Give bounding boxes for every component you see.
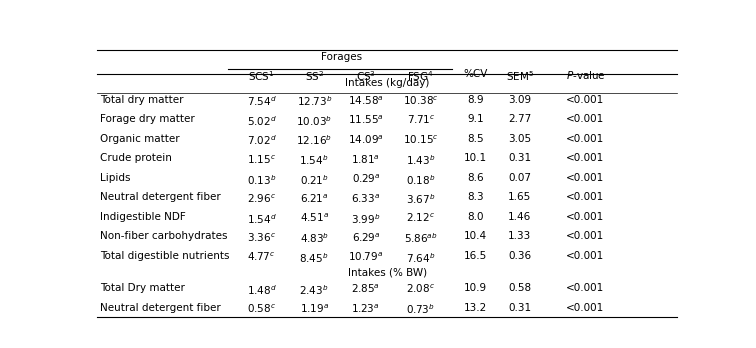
Text: Total dry matter: Total dry matter [101, 95, 184, 104]
Text: 8.5: 8.5 [467, 134, 484, 144]
Text: 9.1: 9.1 [467, 114, 484, 124]
Text: 6.33$^a$: 6.33$^a$ [352, 192, 380, 205]
Text: Intakes (% BW): Intakes (% BW) [348, 267, 427, 277]
Text: <0.001: <0.001 [566, 303, 605, 313]
Text: 2.85$^a$: 2.85$^a$ [352, 283, 380, 295]
Text: 2.08$^c$: 2.08$^c$ [406, 283, 435, 295]
Text: 13.2: 13.2 [463, 303, 487, 313]
Text: 0.31: 0.31 [508, 153, 531, 163]
Text: 3.09: 3.09 [508, 95, 531, 104]
Text: 4.77$^c$: 4.77$^c$ [247, 251, 276, 263]
Text: 0.58$^c$: 0.58$^c$ [247, 303, 276, 315]
Text: <0.001: <0.001 [566, 251, 605, 261]
Text: Non-fiber carbohydrates: Non-fiber carbohydrates [101, 231, 228, 242]
Text: 4.51$^a$: 4.51$^a$ [299, 212, 329, 224]
Text: SCS$^1$: SCS$^1$ [248, 69, 274, 83]
Text: 7.02$^d$: 7.02$^d$ [246, 134, 277, 148]
Text: 16.5: 16.5 [463, 251, 487, 261]
Text: Neutral detergent fiber: Neutral detergent fiber [101, 192, 221, 202]
Text: Total Dry matter: Total Dry matter [101, 283, 185, 293]
Text: 1.46: 1.46 [508, 212, 531, 222]
Text: Crude protein: Crude protein [101, 153, 172, 163]
Text: 2.43$^b$: 2.43$^b$ [299, 283, 329, 297]
Text: $P$-value: $P$-value [565, 69, 606, 81]
Text: <0.001: <0.001 [566, 114, 605, 124]
Text: 0.73$^b$: 0.73$^b$ [407, 303, 435, 316]
Text: 1.48$^d$: 1.48$^d$ [246, 283, 277, 297]
Text: 10.4: 10.4 [463, 231, 487, 242]
Text: 7.64$^b$: 7.64$^b$ [406, 251, 435, 265]
Text: 10.03$^b$: 10.03$^b$ [296, 114, 332, 128]
Text: 2.12$^c$: 2.12$^c$ [406, 212, 435, 224]
Text: 5.02$^d$: 5.02$^d$ [246, 114, 277, 128]
Text: 3.99$^b$: 3.99$^b$ [351, 212, 380, 226]
Text: 3.36$^c$: 3.36$^c$ [247, 231, 276, 244]
Text: <0.001: <0.001 [566, 95, 605, 104]
Text: 1.81$^a$: 1.81$^a$ [352, 153, 380, 166]
Text: 0.31: 0.31 [508, 303, 531, 313]
Text: 10.1: 10.1 [463, 153, 487, 163]
Text: Lipids: Lipids [101, 173, 131, 183]
Text: 1.54$^b$: 1.54$^b$ [299, 153, 329, 167]
Text: 3.67$^b$: 3.67$^b$ [406, 192, 435, 206]
Text: 6.21$^a$: 6.21$^a$ [300, 192, 329, 205]
Text: 8.9: 8.9 [467, 95, 484, 104]
Text: 7.71$^c$: 7.71$^c$ [407, 114, 435, 126]
Text: 3.05: 3.05 [508, 134, 531, 144]
Text: 1.33: 1.33 [508, 231, 531, 242]
Text: 10.79$^a$: 10.79$^a$ [349, 251, 383, 263]
Text: 8.0: 8.0 [467, 212, 484, 222]
Text: SEM$^5$: SEM$^5$ [506, 69, 534, 83]
Text: Indigestible NDF: Indigestible NDF [101, 212, 186, 222]
Text: SS$^2$: SS$^2$ [305, 69, 324, 83]
Text: Forages: Forages [321, 52, 361, 62]
Text: 10.9: 10.9 [463, 283, 487, 293]
Text: 10.15$^c$: 10.15$^c$ [403, 134, 438, 146]
Text: 14.58$^a$: 14.58$^a$ [348, 95, 383, 107]
Text: 1.54$^d$: 1.54$^d$ [246, 212, 277, 226]
Text: 1.65: 1.65 [508, 192, 531, 202]
Text: 0.21$^b$: 0.21$^b$ [300, 173, 329, 187]
Text: 5.86$^{ab}$: 5.86$^{ab}$ [404, 231, 438, 245]
Text: <0.001: <0.001 [566, 192, 605, 202]
Text: <0.001: <0.001 [566, 212, 605, 222]
Text: 6.29$^a$: 6.29$^a$ [352, 231, 380, 244]
Text: 0.36: 0.36 [508, 251, 531, 261]
Text: 10.38$^c$: 10.38$^c$ [403, 95, 438, 107]
Text: %CV: %CV [463, 69, 488, 79]
Text: Organic matter: Organic matter [101, 134, 180, 144]
Text: 2.96$^c$: 2.96$^c$ [247, 192, 276, 205]
Text: 1.23$^a$: 1.23$^a$ [352, 303, 380, 315]
Text: 1.43$^b$: 1.43$^b$ [406, 153, 435, 167]
Text: Intakes (kg/day): Intakes (kg/day) [345, 79, 429, 88]
Text: 8.6: 8.6 [467, 173, 484, 183]
Text: 0.58: 0.58 [508, 283, 531, 293]
Text: 2.77: 2.77 [508, 114, 531, 124]
Text: <0.001: <0.001 [566, 173, 605, 183]
Text: 11.55$^a$: 11.55$^a$ [348, 114, 383, 126]
Text: FSG$^4$: FSG$^4$ [407, 69, 434, 83]
Text: 0.29$^a$: 0.29$^a$ [352, 173, 380, 185]
Text: Neutral detergent fiber: Neutral detergent fiber [101, 303, 221, 313]
Text: 1.15$^c$: 1.15$^c$ [247, 153, 276, 166]
Text: 4.83$^b$: 4.83$^b$ [299, 231, 329, 245]
Text: CS$^3$: CS$^3$ [356, 69, 376, 83]
Text: <0.001: <0.001 [566, 134, 605, 144]
Text: <0.001: <0.001 [566, 283, 605, 293]
Text: 12.16$^b$: 12.16$^b$ [296, 134, 332, 148]
Text: 0.07: 0.07 [508, 173, 531, 183]
Text: 8.3: 8.3 [467, 192, 484, 202]
Text: Total digestible nutrients: Total digestible nutrients [101, 251, 230, 261]
Text: <0.001: <0.001 [566, 231, 605, 242]
Text: 0.13$^b$: 0.13$^b$ [246, 173, 276, 187]
Text: 12.73$^b$: 12.73$^b$ [296, 95, 332, 108]
Text: 1.19$^a$: 1.19$^a$ [299, 303, 329, 315]
Text: 0.18$^b$: 0.18$^b$ [406, 173, 435, 187]
Text: 8.45$^b$: 8.45$^b$ [299, 251, 329, 265]
Text: Forage dry matter: Forage dry matter [101, 114, 195, 124]
Text: <0.001: <0.001 [566, 153, 605, 163]
Text: 14.09$^a$: 14.09$^a$ [348, 134, 383, 146]
Text: 7.54$^d$: 7.54$^d$ [246, 95, 277, 108]
